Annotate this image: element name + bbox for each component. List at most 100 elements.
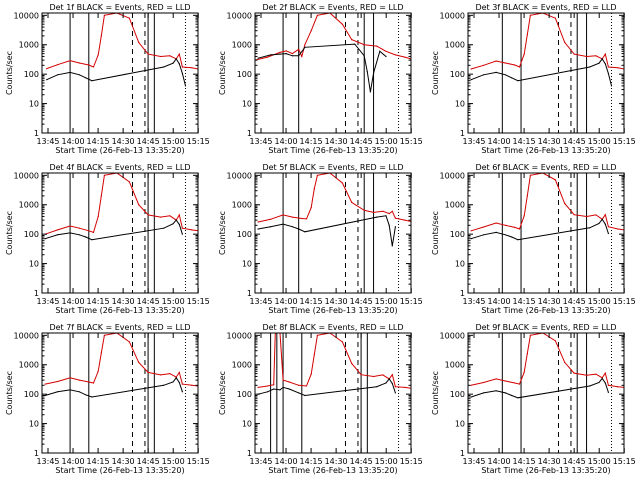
lld-series-line-point [178, 214, 180, 216]
panel-det-2: Det 2f BLACK = Events, RED = LLD 1 10 100 10… [218, 3, 423, 155]
lld-series-line-point [617, 67, 619, 69]
lld-series-line-point [97, 370, 99, 372]
y-tick-label: 1000 [445, 201, 465, 210]
lld-series-line-point [316, 174, 318, 176]
lld-series-line-point [363, 209, 365, 211]
plot-frame [254, 172, 412, 294]
lld-series-line-point [178, 371, 180, 373]
lld-series-line-point [78, 62, 80, 64]
events-series-line [44, 219, 183, 241]
y-tick-label: 100 [450, 70, 465, 79]
x-tick-label: 15:15 [187, 137, 210, 146]
panel-title: Det 3f BLACK = Events, RED = LLD [475, 3, 616, 12]
y-tick-label: 1 [460, 289, 465, 298]
y-axis-label: Counts/sec [5, 211, 14, 255]
lld-series-line-point [514, 64, 516, 66]
events-series-line-point [282, 223, 284, 225]
events-series-line-point [46, 79, 48, 81]
lld-series-line-point [595, 214, 597, 216]
lld-series-line-point [160, 55, 162, 58]
events-series-line-point [291, 55, 293, 57]
x-tick-label: 14:45 [137, 457, 160, 466]
x-tick-label: 14:15 [87, 297, 110, 306]
plot-area [470, 173, 624, 293]
events-series-line-point [178, 63, 180, 65]
lld-series-line-point [351, 39, 353, 41]
y-tick-label: 1000 [232, 361, 252, 370]
lld-series-line-point [310, 30, 312, 32]
x-axis-label: Start Time (26-Feb-13 13:35:20) [481, 146, 610, 155]
lld-series-line-point [470, 230, 472, 232]
lld-series-line-point [483, 381, 485, 384]
panel-title: Det 7f BLACK = Events, RED = LLD [49, 323, 190, 332]
x-tick-label: 15:00 [162, 137, 185, 146]
plot-area [255, 13, 411, 133]
y-tick-label: 10 [242, 100, 252, 109]
plot-frame [41, 172, 199, 294]
x-tick-label: 15:00 [588, 297, 611, 306]
events-series-line-point [495, 231, 497, 233]
events-series-line-point [181, 72, 183, 75]
x-tick-label: 14:45 [137, 137, 160, 146]
lld-series-line-point [298, 384, 300, 386]
x-tick-label: 15:15 [613, 297, 636, 306]
lld-series-line-point [266, 56, 269, 58]
x-axis-label: Start Time (26-Feb-13 13:35:20) [55, 146, 184, 155]
lld-series-line-point [518, 228, 521, 230]
panel-title: Det 9f BLACK = Events, RED = LLD [475, 323, 616, 332]
events-series-line-point [304, 231, 306, 233]
x-tick-label: 14:00 [275, 297, 298, 306]
plot-area [257, 333, 411, 453]
events-series-line [258, 215, 396, 246]
events-series-line-point [511, 77, 513, 79]
y-tick-label: 10000 [227, 331, 252, 340]
y-tick-label: 1 [247, 289, 252, 298]
events-series-line-point [285, 53, 287, 55]
lld-series-line-point [147, 214, 149, 216]
events-series-line-point [279, 389, 281, 391]
events-series-line-point [376, 386, 378, 388]
lld-series-line [257, 173, 411, 223]
events-series-line-point [85, 77, 87, 79]
lld-series-line-point [100, 195, 102, 197]
lld-series-line-point [138, 361, 140, 363]
y-tick-label: 1000 [232, 201, 252, 210]
lld-series-line-point [97, 54, 99, 56]
x-tick-label: 13:45 [36, 297, 59, 306]
events-series-line-point [511, 394, 513, 397]
plot-area [257, 173, 411, 293]
lld-series-line-point [373, 375, 375, 378]
lld-series-line-point [147, 53, 149, 55]
y-tick-label: 10 [242, 260, 252, 269]
x-tick-label: 14:15 [513, 137, 536, 146]
events-series-line-point [172, 381, 174, 383]
x-tick-label: 13:45 [249, 297, 272, 306]
events-series-line-point [172, 223, 174, 225]
lld-series-line-point [529, 14, 532, 16]
y-tick-label: 100 [24, 390, 39, 399]
lld-series-line-point [483, 226, 485, 228]
lld-series-line-point [169, 373, 171, 375]
events-series-line-point [85, 394, 87, 396]
events-series-line-point [363, 55, 365, 57]
events-series-line [470, 377, 609, 399]
events-series-line-point [304, 394, 306, 397]
events-series-line-point [270, 54, 272, 56]
lld-series-line-point [310, 207, 312, 209]
lld-series-line-point [483, 64, 485, 66]
events-series-line-point [91, 396, 93, 398]
lld-series-line-point [257, 386, 259, 388]
lld-series-line-point [564, 361, 566, 363]
x-tick-label: 14:30 [325, 297, 348, 306]
y-tick-label: 1 [34, 289, 39, 298]
x-tick-label: 15:00 [588, 457, 611, 466]
events-series-line-point [607, 391, 610, 393]
x-tick-label: 13:45 [462, 297, 485, 306]
lld-series-line-point [514, 226, 516, 228]
events-series-line-point [483, 74, 485, 76]
events-series-line-point [291, 226, 293, 228]
lld-series-line-point [288, 381, 290, 383]
lld-series-line-point [313, 354, 315, 356]
y-tick-label: 1000 [232, 41, 252, 50]
